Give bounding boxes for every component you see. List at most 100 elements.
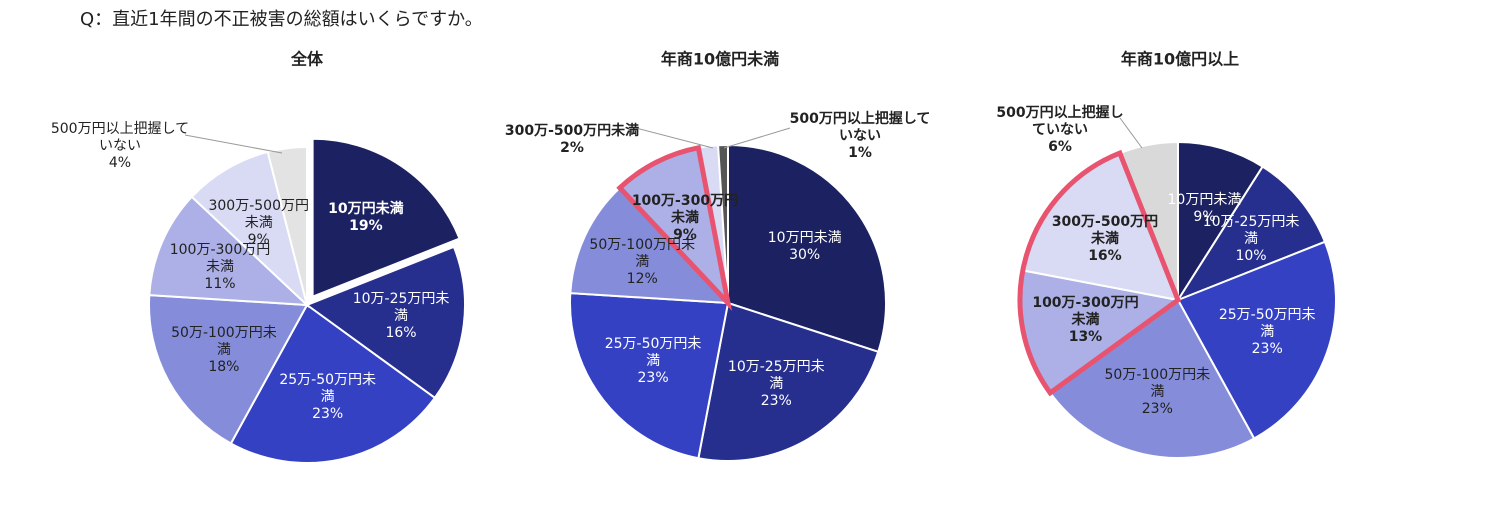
pie-slice <box>1177 140 1265 304</box>
value-label: 23% <box>637 369 669 386</box>
category-label: 300万-500万円未満 <box>208 197 309 231</box>
pie-slice <box>304 245 466 400</box>
slice-label-box: 100万-300万円未満 13% <box>1030 276 1140 366</box>
slice-label-text: 300万-500万円未満 2% <box>505 123 639 157</box>
slice-label-box: 25万-50万円未満 23% <box>1212 287 1322 377</box>
slice-label-text: 500万円以上把握していない 4% <box>45 121 195 172</box>
pie-slice <box>229 303 437 464</box>
category-label: 300万-500万円未満 <box>504 123 640 139</box>
slice-label-box: 300万-500万円未満 16% <box>1050 195 1160 285</box>
slice-label-text: 300万-500万円未満 9% <box>204 198 314 249</box>
value-label: 18% <box>208 359 240 376</box>
leader-line <box>723 127 791 149</box>
slice-label-box: 50万-100万円未満 18% <box>169 306 279 396</box>
category-label: 10万円未満 <box>767 230 842 247</box>
slice-label-box: 100万-300万円未満 11% <box>165 222 275 312</box>
slice-label-text: 500万円以上把握していない 1% <box>785 111 935 162</box>
slice-label-text: 50万-100万円未満 18% <box>169 325 279 376</box>
value-label: 30% <box>789 247 821 264</box>
category-label: 25万-50万円未満 <box>1218 306 1316 340</box>
page-title: Q：直近1年間の不正被害の総額はいくらですか。 <box>80 9 483 30</box>
slice-label-box: 10万-25万円未満 23% <box>721 340 831 430</box>
value-label: 9% <box>1193 208 1216 225</box>
slice-label-text: 25万-50万円未満 23% <box>273 372 383 423</box>
pie-slice <box>266 145 308 306</box>
slice-label-box: 10万円未満 19% <box>311 173 421 263</box>
slice-label-text: 10万-25万円未満 10% <box>1196 214 1306 265</box>
value-label: 13% <box>1068 329 1103 346</box>
slice-label-text: 50万-100万円未満 12% <box>587 237 697 288</box>
leader-line <box>184 134 283 154</box>
value-label: 10% <box>1235 248 1267 265</box>
slice-label-text: 25万-50万円未満 23% <box>598 336 708 387</box>
pie-slice <box>1175 165 1327 303</box>
value-label: 11% <box>204 275 236 292</box>
category-label: 100万-300万円未満 <box>1032 295 1139 329</box>
value-label: 19% <box>349 218 383 235</box>
category-label: 100万-300万円未満 <box>631 193 739 227</box>
category-label: 300万-500万円未満 <box>1051 214 1159 248</box>
value-label: 23% <box>1141 401 1173 418</box>
pie-slice <box>311 137 461 299</box>
slice-label-box: 500万円以上把握していない 1% <box>785 91 935 181</box>
value-label: 23% <box>760 393 792 410</box>
category-label: 10万-25万円未満 <box>352 291 450 325</box>
slice-label-text: 500万円以上把握していない 6% <box>990 105 1130 156</box>
slice-label-text: 50万-100万円未満 23% <box>1102 367 1212 418</box>
slice-label-box: 25万-50万円未満 23% <box>273 353 383 443</box>
pie-slice <box>1048 298 1256 459</box>
value-label: 2% <box>560 140 584 156</box>
category-label: 500万円以上把握していない <box>789 110 931 144</box>
pie-title: 全体 <box>290 50 324 69</box>
value-label: 6% <box>1048 138 1072 155</box>
value-label: 16% <box>1088 248 1122 265</box>
slice-label-box: 50万-100万円未満 23% <box>1102 348 1212 438</box>
category-label: 25万-50万円未満 <box>604 335 702 369</box>
slice-label-text: 100万-300万円未満 9% <box>630 193 740 244</box>
slice-label-box: 10万円未満 9% <box>1149 164 1259 254</box>
highlight-outline <box>1017 149 1182 397</box>
category-label: 25万-50万円未満 <box>279 372 377 406</box>
category-label: 50万-100万円未満 <box>171 325 277 359</box>
leader-line <box>1119 117 1143 149</box>
slice-label-text: 25万-50万円未満 23% <box>1212 307 1322 358</box>
value-label: 23% <box>1251 340 1283 357</box>
slice-label-box: 500万円以上把握していない 6% <box>990 85 1130 175</box>
category-label: 10万円未満 <box>1167 191 1242 208</box>
slice-label-box: 300万-500万円未満 9% <box>204 178 314 268</box>
category-label: 100万-300万円未満 <box>169 241 271 275</box>
slice-label-box: 25万-50万円未満 23% <box>598 316 708 406</box>
pie-slice <box>190 150 309 309</box>
highlight-outline <box>616 144 733 311</box>
slice-label-text: 300万-500万円未満 16% <box>1050 214 1160 265</box>
category-label: 10万円未満 <box>328 201 404 218</box>
slice-label-box: 300万-500万円未満 2% <box>502 95 642 185</box>
pie-slice <box>148 195 310 307</box>
leader-line <box>631 126 714 149</box>
pie-slice <box>717 143 729 304</box>
slice-label-text: 100万-300万円未満 13% <box>1030 295 1140 346</box>
category-label: 50万-100万円未満 <box>1104 367 1211 401</box>
value-label: 1% <box>848 144 872 161</box>
slice-label-text: 10万円未満 9% <box>1168 192 1242 226</box>
slice-label-text: 10万-25万円未満 23% <box>721 359 831 410</box>
pie-slice <box>569 292 730 460</box>
slice-label-text: 10万円未満 19% <box>328 201 403 235</box>
